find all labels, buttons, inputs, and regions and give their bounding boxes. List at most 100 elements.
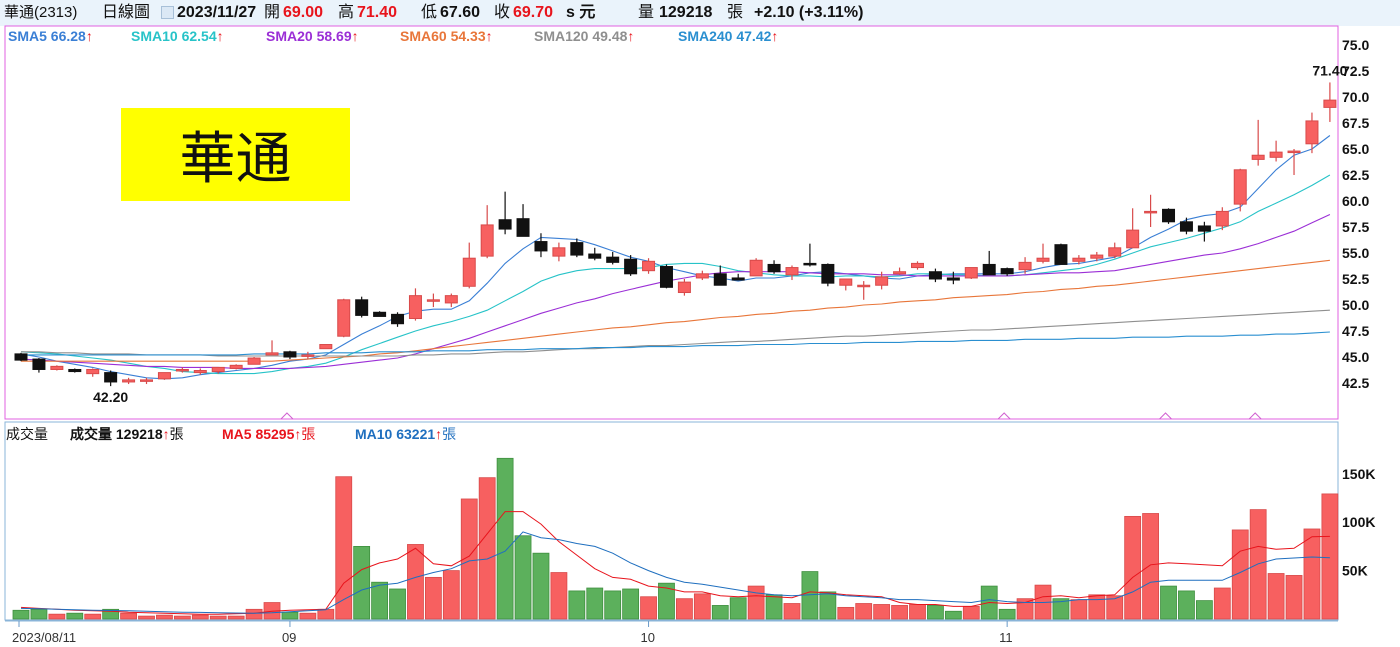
volume-bar	[927, 605, 944, 620]
volume-bar	[711, 605, 729, 620]
volume-bar	[424, 576, 442, 620]
sma-legend-label: SMA60 54.33	[400, 28, 486, 44]
sma-legend-label: SMA120 49.48	[534, 28, 628, 44]
candle-body	[1000, 268, 1014, 275]
sma-legend-label: SMA20 58.69	[266, 28, 352, 44]
candle-body	[498, 219, 512, 230]
volume-bar	[676, 598, 693, 620]
candle-body	[122, 379, 136, 383]
candle-body	[265, 352, 279, 356]
candle-body	[928, 271, 942, 280]
price-unit: s 元	[566, 4, 596, 21]
volume-bar	[747, 585, 765, 620]
candle-body	[695, 273, 709, 279]
candle-body	[157, 372, 171, 380]
sma-legend-item: SMA20 58.69↑	[266, 28, 359, 44]
volume-bar	[209, 615, 227, 620]
volume-bar	[299, 612, 317, 620]
candle-body	[552, 247, 566, 257]
price-tick-label: 72.5	[1342, 63, 1369, 79]
candle-body	[175, 368, 189, 372]
open-price: 69.00	[283, 4, 324, 21]
arrow-up-icon: ↑	[294, 426, 302, 442]
volume-bar	[1016, 598, 1034, 620]
candle-body	[1179, 221, 1193, 232]
candle-body	[408, 295, 422, 320]
candle-body	[1323, 99, 1337, 108]
volume-bar	[1142, 513, 1159, 620]
price-tick-label: 67.5	[1342, 115, 1369, 131]
volume-bar	[855, 603, 873, 620]
volume-bar	[1267, 573, 1285, 620]
candle-body	[229, 364, 243, 369]
volume-bar	[84, 613, 102, 620]
volume-bar	[460, 498, 478, 620]
candle-body	[193, 370, 207, 374]
volume-bar	[962, 606, 980, 620]
candle-body	[1305, 120, 1319, 145]
volume-bar	[783, 603, 801, 620]
price-annotation: 71.40	[1312, 62, 1347, 78]
candle-body	[731, 277, 745, 281]
sma-legend-label: SMA240 47.42	[678, 28, 772, 44]
candle-body	[1108, 247, 1122, 257]
candle-body	[462, 257, 476, 287]
candle-body	[893, 271, 907, 275]
candle-body	[839, 278, 853, 286]
stock-name: 華通(2313)	[4, 4, 78, 21]
candle-body	[946, 277, 960, 281]
sma-line-sma5	[20, 135, 1331, 380]
volume-bar	[30, 608, 48, 620]
price-tick-label: 70.0	[1342, 89, 1369, 105]
candle-body	[1215, 210, 1229, 227]
sma-legend-label: SMA10 62.54	[131, 28, 217, 44]
volume-legend-value: 成交量 129218↑張	[70, 426, 184, 442]
volume-bar	[353, 546, 371, 620]
candle-body	[982, 263, 996, 276]
candle-body	[1054, 244, 1068, 265]
volume-bar	[1088, 594, 1106, 620]
volume-bar	[496, 457, 514, 620]
arrow-up-icon: ↑	[85, 28, 93, 44]
candle-body	[624, 258, 638, 275]
candle-body	[1269, 151, 1283, 158]
sma-line-sma10	[20, 174, 1331, 375]
candle-body	[319, 344, 333, 350]
volume-bar	[1124, 515, 1142, 620]
volume-bar	[837, 606, 855, 620]
sma-legend-label: SMA5 66.28	[8, 28, 86, 44]
candle-body	[337, 299, 351, 337]
candle-body	[570, 242, 584, 256]
price-tick-label: 75.0	[1342, 37, 1369, 53]
volume-bar	[173, 615, 191, 620]
arrow-up-icon: ↑	[485, 28, 493, 44]
candle-body	[86, 368, 100, 375]
candle-body	[1251, 154, 1265, 160]
volume-bar	[1303, 528, 1321, 620]
event-marker-icon	[1248, 412, 1262, 420]
volume-bar	[227, 615, 245, 620]
volume-ma5-legend: MA5 85295↑張	[222, 426, 316, 442]
volume-bar	[998, 608, 1016, 620]
volume-bar	[335, 476, 353, 620]
volume-bar	[281, 611, 299, 620]
volume-bar	[1052, 598, 1070, 620]
quote-header: 華通(2313) 日線圖 2023/11/27 開 69.00 高 71.40 …	[0, 0, 1400, 26]
candle-body	[1162, 208, 1176, 223]
candle-body	[1036, 257, 1050, 262]
candle-body	[1126, 229, 1140, 249]
price-change: +2.10 (+3.11%)	[754, 4, 864, 21]
candle-body	[1144, 210, 1158, 214]
volume-bar	[1231, 529, 1249, 620]
volume-bar	[245, 608, 263, 620]
arrow-up-icon: ↑	[162, 426, 170, 442]
candle-body	[821, 263, 835, 284]
volume-bar	[944, 610, 962, 620]
x-tick-label: 09	[282, 630, 296, 645]
chevron-down-icon[interactable]	[161, 6, 174, 19]
volume-bar	[1178, 590, 1195, 620]
event-marker-icon	[997, 412, 1011, 420]
volume-bar	[819, 591, 837, 620]
volume-bar	[765, 594, 783, 620]
